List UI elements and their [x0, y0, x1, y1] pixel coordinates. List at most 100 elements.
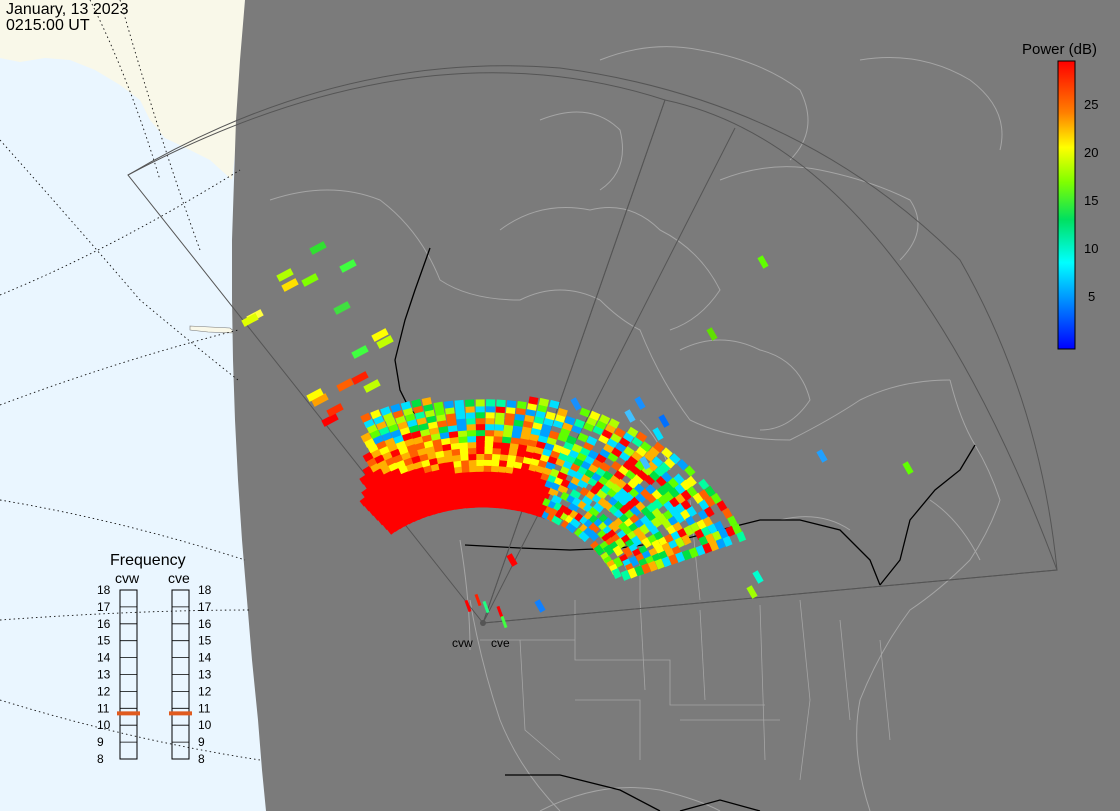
scatter-cell: [466, 423, 476, 431]
scatter-cell: [551, 514, 563, 526]
scatter-cell: [437, 419, 448, 428]
scatter-cell: [476, 458, 486, 466]
scatter-cell: [644, 474, 656, 486]
scatter-cell: [711, 530, 722, 542]
scatter-cell: [457, 423, 467, 432]
scatter-cell: [651, 498, 664, 511]
scatter-cell: [484, 440, 494, 449]
scatter-cell: [620, 569, 631, 581]
scatter-cell: [569, 517, 582, 529]
scatter-cell: [450, 441, 461, 450]
scatter-cell: [508, 448, 519, 457]
scatter-cell: [281, 278, 299, 292]
scatter-cell: [491, 453, 502, 461]
scatter-cell: [446, 466, 457, 475]
scatter-cell: [757, 255, 769, 269]
scatter-cell: [513, 418, 524, 427]
scatter-cell: [683, 525, 694, 537]
scatter-cell: [483, 458, 494, 467]
scatter-cell: [276, 268, 294, 282]
scatter-cell: [629, 464, 642, 476]
scatter-cell: [667, 477, 680, 489]
frequency-title: Frequency: [110, 552, 186, 569]
frequency-tick-label: 15: [97, 634, 111, 648]
scatter-cell: [619, 436, 631, 448]
scatter-cell: [595, 419, 607, 430]
frequency-tick-label: 11: [97, 701, 110, 715]
scatter-cell: [565, 522, 577, 534]
scatter-cell: [623, 446, 635, 458]
scatter-cell: [449, 435, 460, 445]
scatter-cell: [624, 409, 636, 423]
scatter-cell: [460, 459, 471, 467]
scatter-cell: [464, 599, 472, 613]
scatter-cell: [439, 431, 450, 440]
radar-site-marker: [480, 620, 486, 626]
scatter-cell: [595, 453, 607, 464]
radar-site-label-cvw: cvw: [452, 636, 473, 650]
scatter-cell: [524, 413, 535, 423]
scatter-cell: [511, 430, 522, 439]
scatter-cell: [680, 479, 692, 491]
scatter-cell: [704, 496, 716, 508]
scatter-cell: [514, 412, 525, 422]
colorbar: [1057, 60, 1076, 350]
scatter-cell: [650, 516, 662, 529]
scatter-cell: [476, 440, 486, 449]
scatter-cell: [584, 454, 596, 466]
scatter-cell: [411, 398, 422, 408]
scatter-cell: [462, 470, 472, 479]
scatter-cell: [606, 437, 619, 449]
scatter-cell: [627, 567, 638, 579]
scatter-cell: [586, 435, 598, 447]
scatter-cell: [467, 440, 477, 449]
scatter-cell: [681, 549, 692, 561]
scatter-cell: [570, 397, 582, 411]
scatter-cell: [459, 447, 470, 455]
scatter-cell: [641, 563, 652, 575]
scatter-cell: [366, 456, 378, 468]
scatter-cell: [496, 399, 506, 408]
scatter-cell: [491, 458, 501, 467]
scatter-cell: [390, 403, 402, 413]
scatter-cell: [460, 453, 470, 461]
scatter-cell: [484, 452, 494, 461]
scatter-cell: [607, 451, 619, 463]
scatter-cell: [451, 447, 462, 456]
scatter-cell: [569, 489, 582, 500]
scatter-cell: [362, 451, 374, 463]
scatter-cell: [443, 400, 454, 409]
scatter-cell: [482, 600, 490, 614]
colorbar-tick: 15: [1084, 193, 1098, 208]
scatter-cell: [746, 585, 758, 599]
frequency-tick-label: 12: [97, 684, 111, 698]
scatter-cell: [476, 452, 486, 460]
scatter-cell: [587, 529, 599, 542]
scatter-cell: [503, 423, 514, 432]
scatter-cell: [707, 523, 718, 535]
lat-lon-grid: [0, 0, 261, 761]
scatter-cell: [654, 466, 666, 478]
scatter-cell: [668, 487, 680, 499]
scatter-cell: [455, 405, 465, 414]
scatter-cell: [448, 430, 459, 439]
scatter-cell: [599, 461, 611, 473]
scatter-cell: [545, 411, 556, 421]
scatter-cell: [706, 327, 718, 341]
scatter-cell: [581, 495, 593, 507]
scatter-cell: [577, 478, 589, 490]
radar-fov: [127, 65, 1058, 625]
scatter-cell: [465, 405, 475, 413]
scatter-cell: [629, 505, 642, 517]
scatter-cell: [674, 512, 685, 524]
scatter-cell: [668, 554, 679, 565]
scatter-cell: [634, 492, 647, 504]
scatter-cell: [557, 407, 568, 418]
scatter-cell: [476, 464, 486, 472]
scatter-cell: [674, 536, 685, 549]
scatter-cell: [548, 430, 560, 440]
scatter-cell: [681, 534, 692, 546]
scatter-cell: [465, 411, 476, 419]
